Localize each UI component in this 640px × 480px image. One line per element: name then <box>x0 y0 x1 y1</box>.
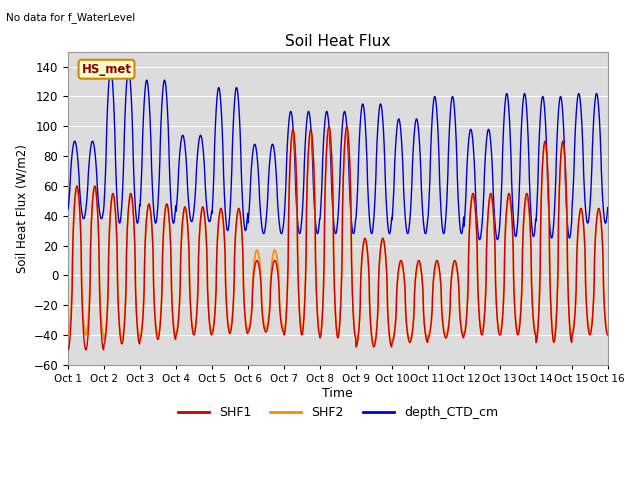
Title: Soil Heat Flux: Soil Heat Flux <box>285 34 390 49</box>
Y-axis label: Soil Heat Flux (W/m2): Soil Heat Flux (W/m2) <box>15 144 28 273</box>
X-axis label: Time: Time <box>323 386 353 400</box>
Text: HS_met: HS_met <box>81 63 131 76</box>
Legend: SHF1, SHF2, depth_CTD_cm: SHF1, SHF2, depth_CTD_cm <box>173 401 503 424</box>
Text: No data for f_WaterLevel: No data for f_WaterLevel <box>6 12 136 23</box>
